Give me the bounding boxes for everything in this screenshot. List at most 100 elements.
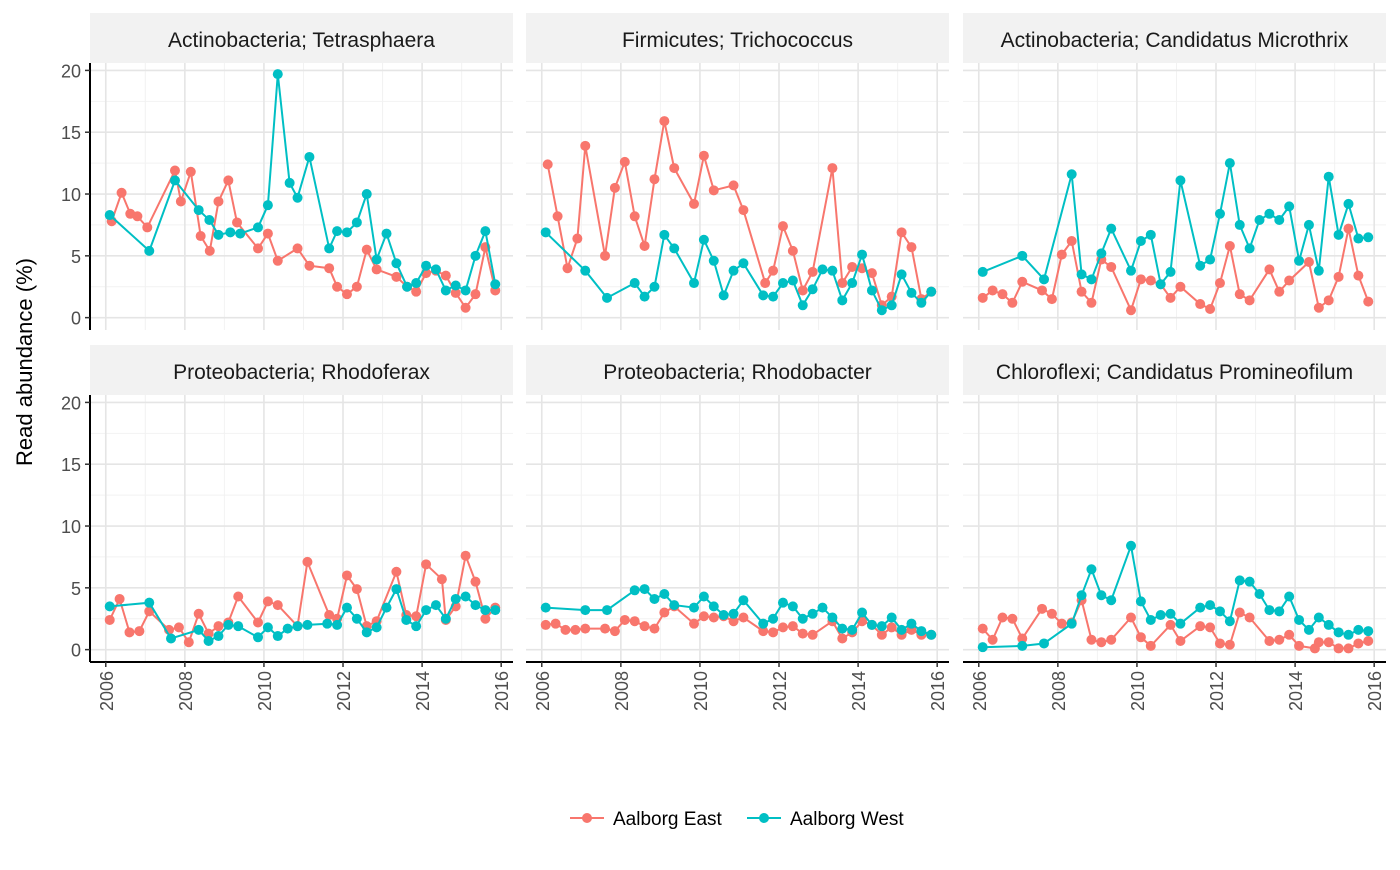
data-point (361, 627, 372, 638)
data-point (1096, 590, 1107, 601)
data-point (1363, 626, 1374, 637)
data-point (797, 285, 808, 296)
data-point (144, 245, 155, 256)
data-point (1096, 637, 1107, 648)
data-point (391, 566, 402, 577)
y-tick-label: 10 (61, 517, 81, 537)
data-point (926, 286, 937, 297)
data-point (253, 243, 264, 254)
x-tick-label: 2008 (1049, 671, 1069, 711)
data-point (292, 192, 303, 203)
data-point (1353, 624, 1364, 635)
data-point (381, 602, 392, 613)
data-point (253, 617, 264, 628)
data-point (876, 305, 887, 316)
data-point (460, 550, 471, 561)
data-point (728, 616, 739, 627)
data-point (1126, 305, 1137, 316)
data-point (1234, 575, 1245, 586)
data-point (104, 614, 115, 625)
y-axis-title: Read abundance (%) (12, 258, 37, 466)
data-point (977, 266, 988, 277)
data-point (470, 600, 481, 611)
y-tick-label: 10 (61, 185, 81, 205)
data-point (977, 623, 988, 634)
data-point (1076, 590, 1087, 601)
data-point (134, 626, 145, 637)
data-point (213, 621, 224, 632)
data-point (987, 634, 998, 645)
data-point (302, 619, 313, 630)
legend-key-point (582, 813, 592, 823)
data-point (1353, 270, 1364, 281)
x-tick-label: 2006 (533, 671, 553, 711)
y-tick-label: 20 (61, 61, 81, 81)
data-point (639, 291, 650, 302)
data-point (402, 281, 413, 292)
data-point (1037, 285, 1048, 296)
facet-title: Proteobacteria; Rhodoferax (173, 361, 430, 384)
data-point (977, 292, 988, 303)
data-point (490, 605, 501, 616)
data-point (1037, 603, 1048, 614)
data-point (1323, 171, 1334, 182)
data-point (689, 618, 700, 629)
data-point (1313, 612, 1324, 623)
x-tick-label: 2006 (97, 671, 117, 711)
data-point (195, 231, 206, 242)
data-point (1323, 637, 1334, 648)
facet-strip (90, 13, 513, 63)
data-point (351, 217, 362, 228)
data-point (175, 196, 186, 207)
data-point (728, 608, 739, 619)
x-tick-label: 2010 (255, 671, 275, 711)
legend: Aalborg East Aalborg West (570, 809, 904, 830)
data-point (886, 612, 897, 623)
data-point (351, 613, 362, 624)
data-point (1284, 201, 1295, 212)
data-point (430, 600, 441, 611)
data-point (1096, 248, 1107, 259)
y-tick-label: 0 (71, 309, 81, 329)
data-point (1214, 208, 1225, 219)
data-point (708, 255, 719, 266)
data-point (185, 166, 196, 177)
x-tick-label: 2010 (1128, 671, 1148, 711)
data-point (896, 624, 907, 635)
data-point (866, 619, 877, 630)
data-point (1294, 255, 1305, 266)
data-point (203, 635, 214, 646)
data-point (768, 291, 779, 302)
data-point (391, 584, 402, 595)
x-tick-label: 2012 (770, 671, 790, 711)
y-tick-label: 15 (61, 123, 81, 143)
data-point (233, 621, 244, 632)
data-point (1175, 618, 1186, 629)
data-point (600, 250, 611, 261)
data-point (728, 265, 739, 276)
data-point (787, 601, 798, 612)
data-point (718, 610, 729, 621)
data-point (1274, 606, 1285, 617)
data-point (1333, 643, 1344, 654)
data-point (1175, 175, 1186, 186)
data-point (1343, 198, 1354, 209)
x-tick-label: 2012 (1207, 671, 1227, 711)
y-tick-label: 5 (71, 579, 81, 599)
facet-title: Firmicutes; Trichococcus (622, 29, 853, 52)
y-tick-label: 20 (61, 393, 81, 413)
data-point (361, 189, 372, 200)
data-point (777, 278, 788, 289)
data-point (204, 214, 215, 225)
data-point (1155, 279, 1166, 290)
data-point (698, 150, 709, 161)
data-point (777, 597, 788, 608)
data-point (421, 260, 432, 271)
data-point (450, 287, 461, 298)
data-point (807, 284, 818, 295)
data-point (760, 278, 771, 289)
legend-label: Aalborg East (613, 809, 723, 830)
data-point (1274, 286, 1285, 297)
data-point (857, 249, 868, 260)
legend-label: Aalborg West (790, 809, 904, 830)
